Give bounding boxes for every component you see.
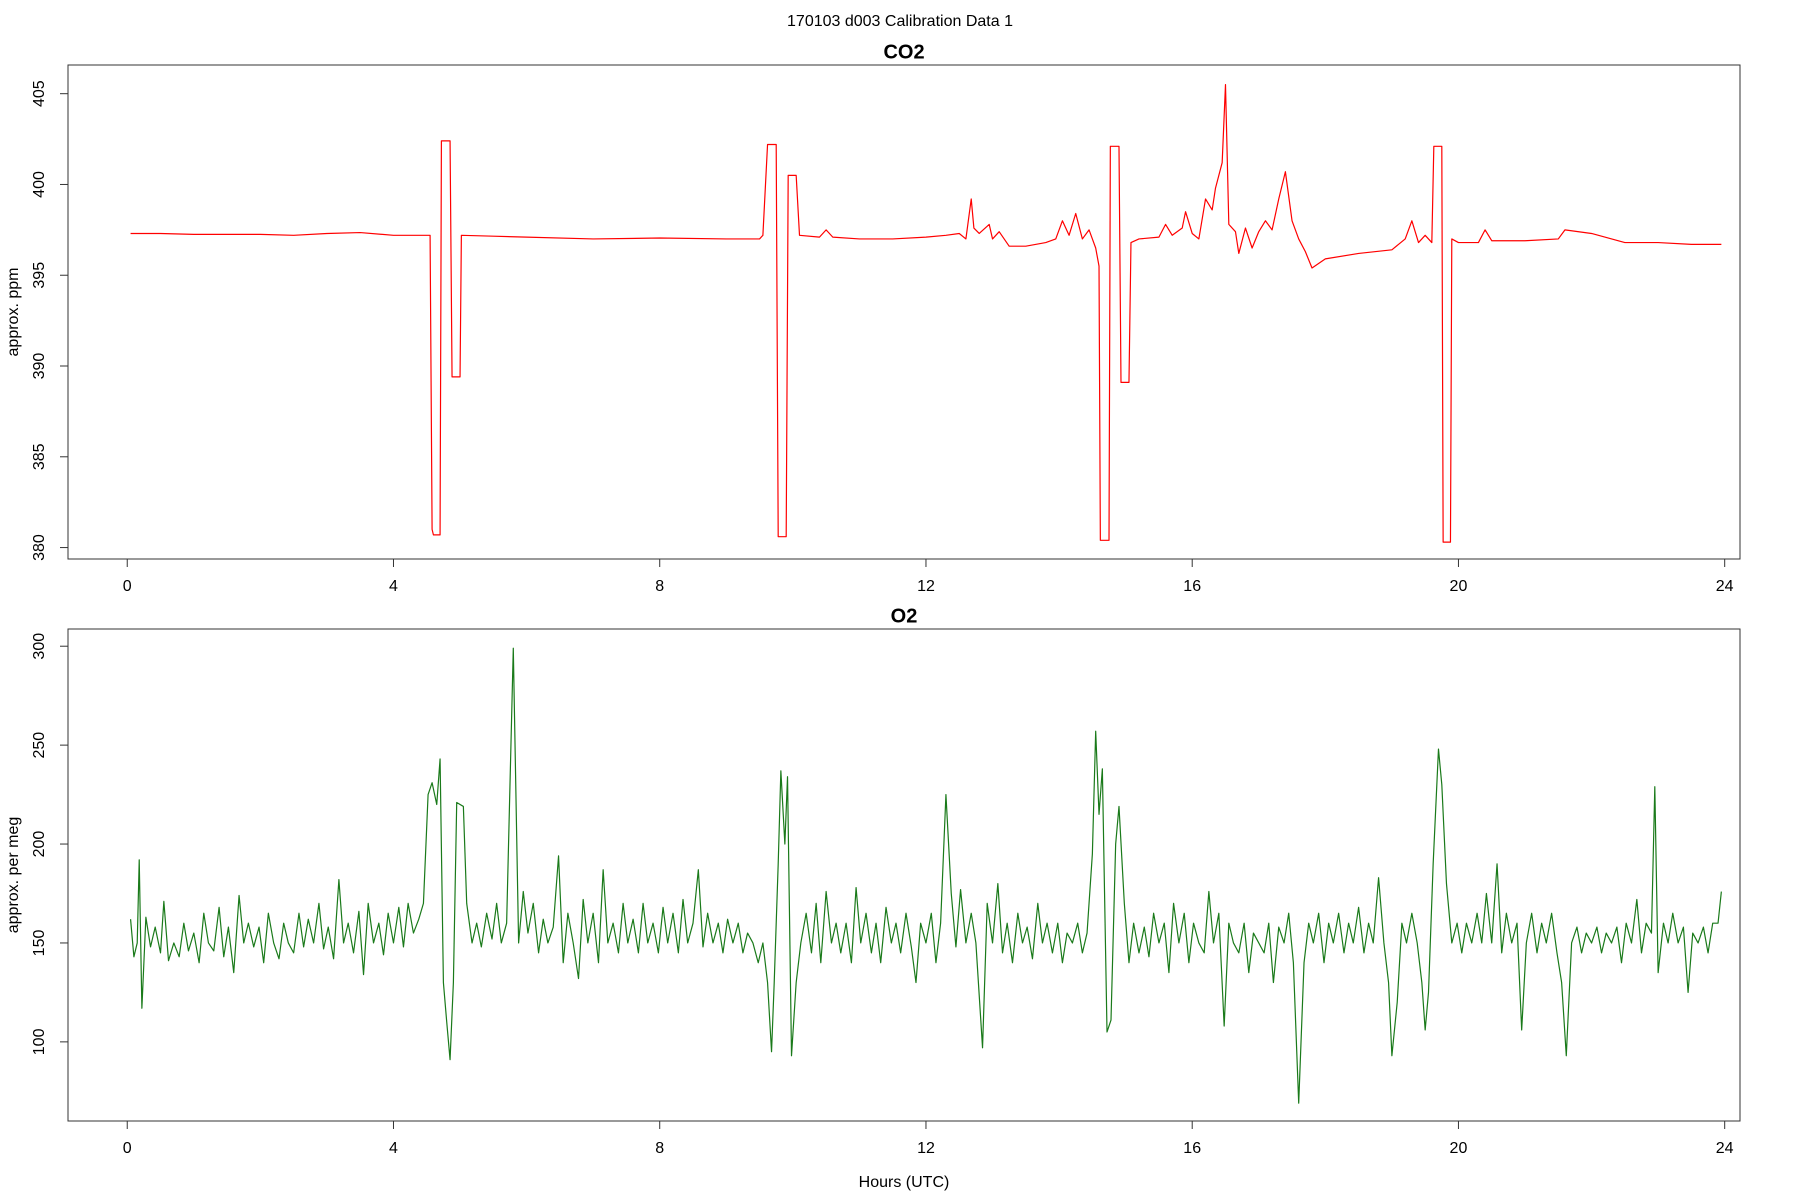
x-tick-label: 20	[1450, 578, 1468, 595]
y-tick-label: 400	[31, 171, 48, 198]
x-tick-label: 0	[123, 578, 132, 595]
y-tick-label: 395	[31, 262, 48, 289]
x-tick-label: 16	[1183, 1140, 1201, 1157]
x-tick-label: 12	[917, 1140, 935, 1157]
plot-frame	[67, 64, 1741, 560]
x-tick-label: 4	[389, 578, 398, 595]
y-tick-label: 200	[31, 831, 48, 858]
y-tick-label: 380	[31, 534, 48, 561]
y-axis-label: approx. ppm	[5, 268, 22, 357]
plot-title: O2	[891, 605, 918, 627]
page-title: 170103 d003 Calibration Data 1	[787, 13, 1013, 30]
x-tick-label: 8	[655, 578, 664, 595]
plot-title: CO2	[883, 41, 924, 63]
x-axis-label: Hours (UTC)	[859, 1174, 950, 1191]
y-tick-label: 250	[31, 732, 48, 759]
x-tick-label: 24	[1716, 1140, 1734, 1157]
x-tick-label: 16	[1183, 578, 1201, 595]
x-tick-label: 4	[389, 1140, 398, 1157]
x-tick-label: 0	[123, 1140, 132, 1157]
y-axis-label: approx. per meg	[5, 817, 22, 934]
y-tick-label: 300	[31, 633, 48, 660]
y-tick-label: 150	[31, 930, 48, 957]
plot-frame	[67, 628, 1741, 1122]
x-tick-label: 12	[917, 578, 935, 595]
data-line	[129, 647, 1722, 1104]
x-tick-label: 24	[1716, 578, 1734, 595]
y-tick-label: 405	[31, 80, 48, 107]
x-tick-label: 20	[1450, 1140, 1468, 1157]
y-tick-label: 385	[31, 443, 48, 470]
y-tick-label: 390	[31, 353, 48, 380]
x-tick-label: 8	[655, 1140, 664, 1157]
y-tick-label: 100	[31, 1028, 48, 1055]
data-line	[130, 84, 1722, 543]
